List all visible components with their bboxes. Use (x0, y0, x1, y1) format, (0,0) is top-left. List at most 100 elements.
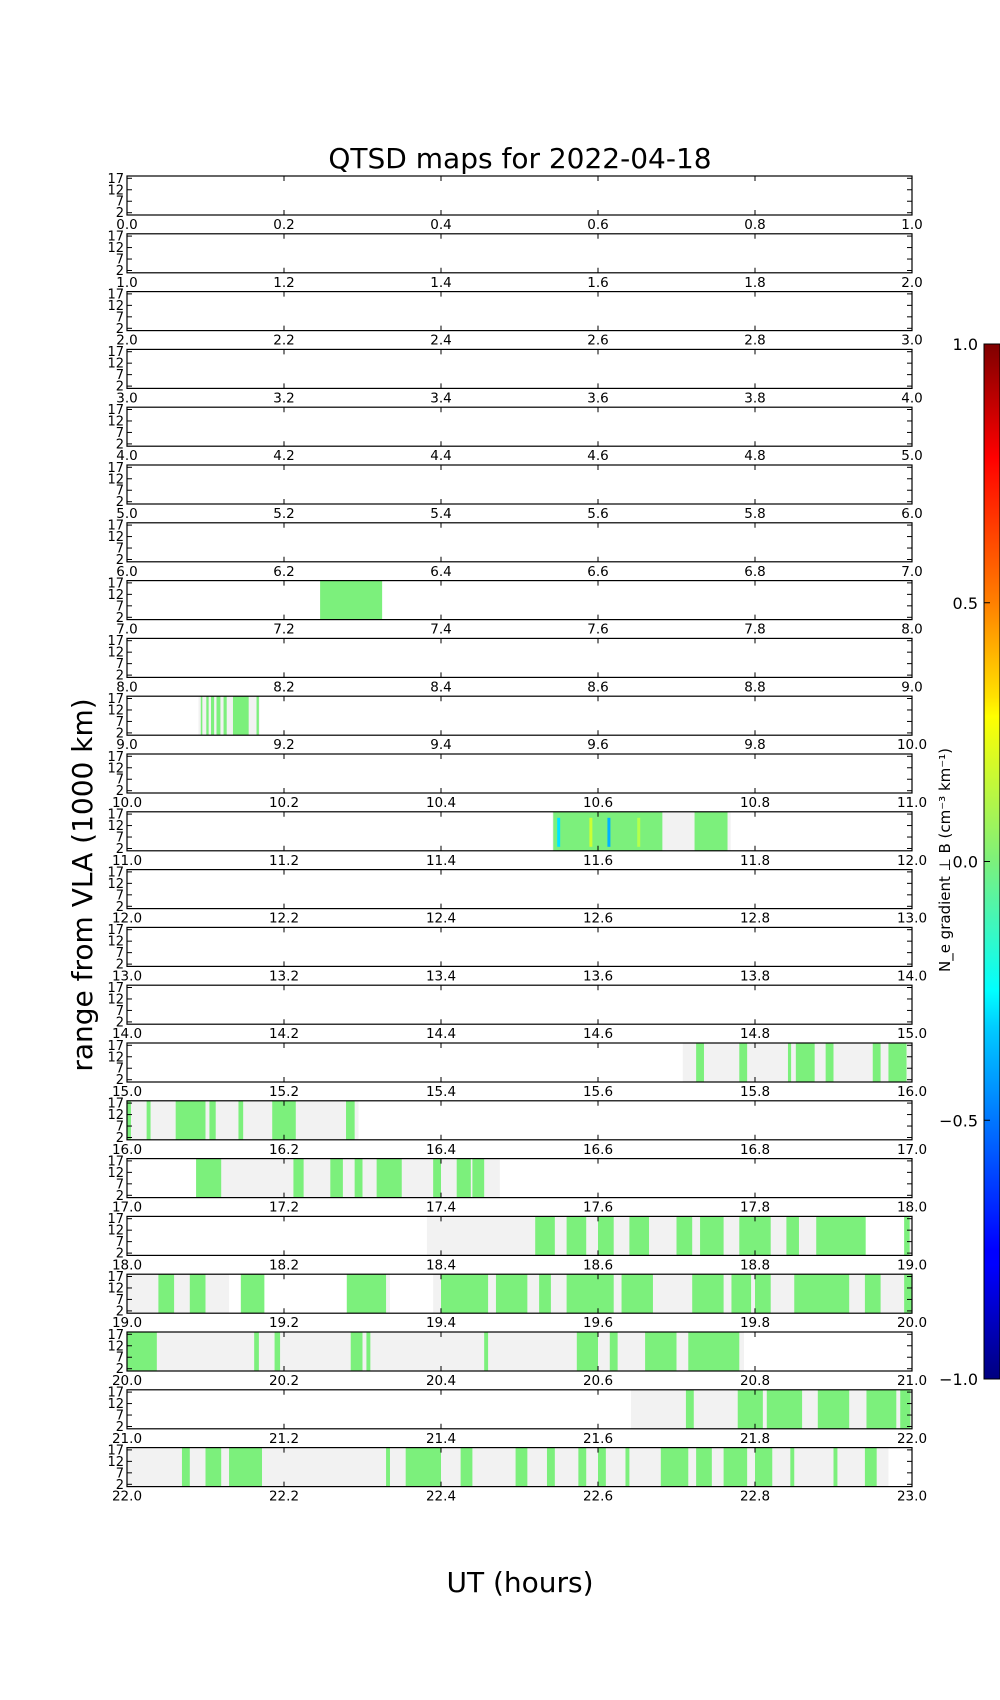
data-band-15-2 (787, 1043, 792, 1082)
data-band-20-9 (688, 1332, 740, 1371)
chart-title: QTSD maps for 2022-04-18 (328, 142, 711, 175)
xtick-label-1-1: 1.2 (273, 275, 294, 291)
ytick-label-22-3: 2 (116, 1478, 124, 1493)
xtick-label-10-2: 10.4 (426, 795, 456, 811)
data-band-19-3 (346, 1274, 387, 1314)
ytick-label-13-2: 7 (116, 946, 124, 961)
xtick-label-11-1: 11.2 (269, 853, 299, 869)
xtick-label-2-4: 2.8 (744, 333, 765, 349)
data-band-22-6 (515, 1447, 528, 1487)
ytick-label-16-3: 2 (116, 1131, 124, 1146)
ytick-label-9-3: 2 (116, 726, 124, 741)
ytick-label-16-2: 7 (116, 1120, 124, 1135)
cb-tick-label-0: 1.0 (953, 335, 978, 354)
xtick-label-3-4: 3.8 (744, 390, 765, 406)
panel-frame-17 (126, 1157, 913, 1199)
xtick-label-13-3: 13.6 (583, 968, 613, 984)
coverage-19-0 (127, 1274, 230, 1314)
xtick-label-10-1: 10.2 (269, 795, 299, 811)
ytick-label-0-2: 7 (116, 195, 124, 210)
xtick-label-8-5: 9.0 (901, 679, 922, 695)
xtick-label-11-3: 11.6 (583, 853, 613, 869)
xtick-label-12-3: 12.6 (583, 911, 613, 927)
xtick-label-2-2: 2.4 (430, 333, 451, 349)
data-band-16-4 (238, 1100, 244, 1140)
data-band-20-0 (127, 1332, 157, 1371)
panel-frame-20 (126, 1331, 913, 1372)
xtick-label-20-0: 20.0 (112, 1373, 142, 1389)
data-band-19-11 (755, 1274, 771, 1314)
ytick-label-14-0: 17 (107, 981, 124, 996)
data-band-17-6 (456, 1158, 471, 1198)
ytick-label-14-2: 7 (116, 1004, 124, 1019)
data-band-18-0 (535, 1216, 555, 1256)
data-band-21-2 (766, 1389, 803, 1429)
panel-frame-5 (126, 464, 913, 505)
cb-tick-label-3: −0.5 (939, 1111, 978, 1130)
data-band-19-9 (692, 1274, 724, 1314)
data-band-19-7 (566, 1274, 614, 1314)
ytick-label-18-2: 7 (116, 1235, 124, 1250)
ytick-label-7-3: 2 (116, 611, 124, 626)
ytick-label-2-3: 2 (116, 322, 124, 337)
data-band-9-5 (232, 696, 249, 736)
xtick-label-22-2: 22.4 (426, 1489, 456, 1505)
cb-tick-label-2: 0.0 (953, 853, 978, 872)
data-band-16-5 (272, 1100, 296, 1140)
xtick-label-8-3: 8.6 (587, 679, 608, 695)
xtick-label-16-5: 17.0 (897, 1142, 927, 1158)
data-band-19-8 (621, 1274, 653, 1314)
ytick-label-14-1: 12 (107, 992, 124, 1007)
y-axis-label: range from VLA (1000 km) (66, 698, 99, 1071)
xtick-label-1-0: 1.0 (116, 275, 137, 291)
xtick-label-19-1: 19.2 (269, 1315, 299, 1331)
data-band-16-0 (127, 1100, 131, 1140)
data-band-21-3 (817, 1389, 850, 1429)
panel-frame-21 (126, 1389, 913, 1430)
ytick-label-5-3: 2 (116, 495, 124, 510)
xtick-label-9-3: 9.6 (587, 737, 608, 753)
xtick-label-16-1: 16.2 (269, 1142, 299, 1158)
ytick-label-3-1: 12 (107, 357, 124, 372)
xtick-label-20-5: 21.0 (897, 1373, 927, 1389)
xtick-label-18-2: 18.4 (426, 1257, 456, 1273)
panel-frame-22 (126, 1446, 913, 1488)
xtick-label-5-2: 5.4 (430, 506, 451, 522)
xtick-label-18-3: 18.6 (583, 1257, 613, 1273)
ytick-label-18-3: 2 (116, 1247, 124, 1262)
data-band-22-10 (625, 1447, 630, 1487)
panel-frame-4 (126, 406, 913, 447)
xtick-label-8-1: 8.2 (273, 679, 294, 695)
ytick-label-20-1: 12 (107, 1339, 124, 1354)
xtick-label-4-0: 4.0 (116, 448, 137, 464)
xtick-label-15-2: 15.4 (426, 1084, 456, 1100)
panel-frame-16 (126, 1100, 913, 1141)
data-band-18-4 (676, 1216, 693, 1256)
xtick-label-5-5: 6.0 (901, 506, 922, 522)
panel-frame-3 (126, 348, 913, 389)
xtick-label-22-1: 22.2 (269, 1489, 299, 1505)
ytick-label-11-0: 17 (107, 808, 124, 823)
xtick-label-11-5: 12.0 (897, 853, 927, 869)
ytick-label-12-2: 7 (116, 888, 124, 903)
data-band-21-1 (737, 1389, 763, 1429)
xtick-label-13-2: 13.4 (426, 968, 456, 984)
xtick-label-20-3: 20.6 (583, 1373, 613, 1389)
ytick-label-8-2: 7 (116, 657, 124, 672)
data-band-20-8 (645, 1332, 677, 1371)
colorbar: 1.0 0.5 0.0 −0.5 −1.0 N_e gradient ⊥ B (cm⁻³… (936, 335, 1000, 1389)
xtick-label-5-0: 5.0 (116, 506, 137, 522)
xtick-label-22-0: 22.0 (112, 1489, 142, 1505)
panel-frame-13 (126, 926, 913, 968)
data-band-19-4 (441, 1274, 489, 1314)
